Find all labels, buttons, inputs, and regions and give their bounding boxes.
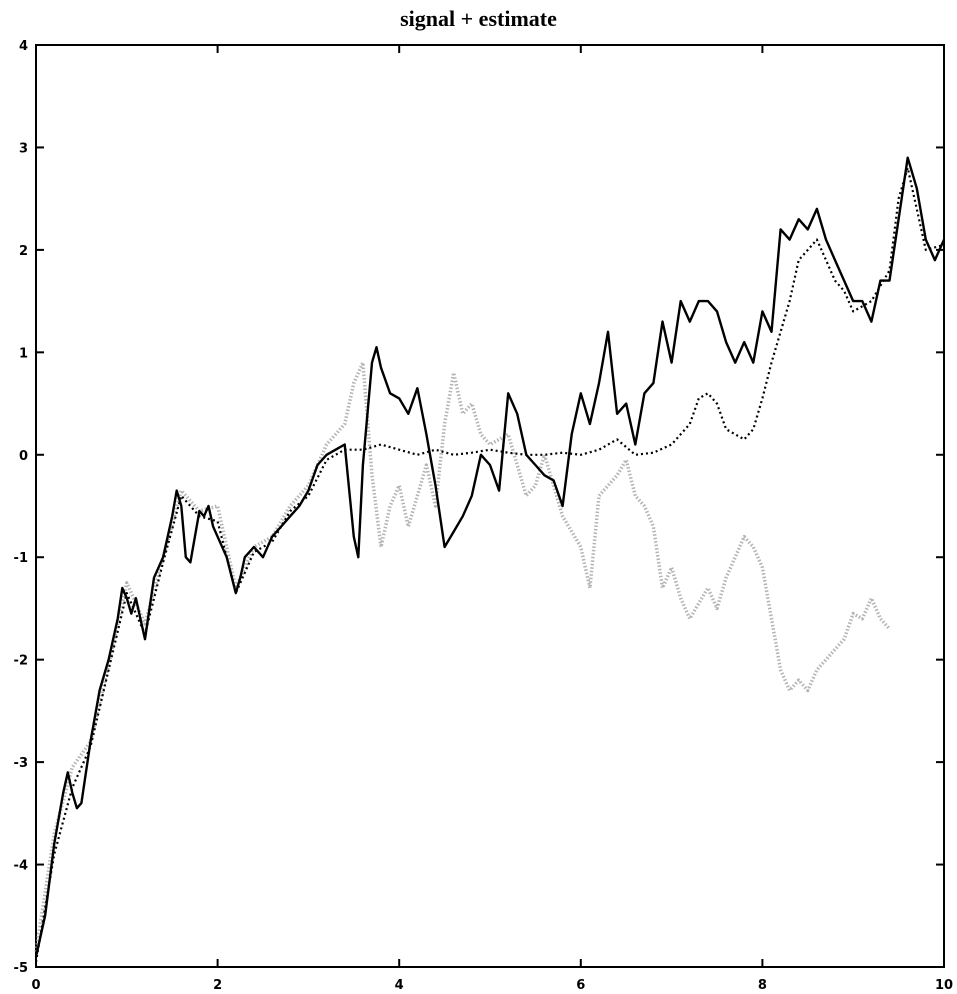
x-tick-label: 2 <box>213 978 222 993</box>
series-line-2 <box>34 360 891 952</box>
x-tick-label: 6 <box>576 978 585 993</box>
y-tick-label: 3 <box>19 141 28 156</box>
y-tick-label: -1 <box>14 551 28 566</box>
x-tick-label: 10 <box>935 978 953 993</box>
x-tick-label: 8 <box>758 978 767 993</box>
y-tick-label: 4 <box>19 39 28 54</box>
x-tick-label: 4 <box>395 978 404 993</box>
series-line-1 <box>34 166 945 963</box>
plot-frame <box>35 44 945 968</box>
y-tick-label: 1 <box>19 346 28 361</box>
x-tick-label: 0 <box>31 978 40 993</box>
y-tick-label: 0 <box>19 449 28 464</box>
chart-title: signal + estimate <box>400 6 557 31</box>
series-line-0 <box>34 156 946 958</box>
y-tick-label: -5 <box>14 961 28 976</box>
y-tick-label: -3 <box>14 756 28 771</box>
y-tick-label: -2 <box>14 654 28 669</box>
y-tick-label: -4 <box>14 859 28 874</box>
y-tick-label: 2 <box>19 244 28 259</box>
